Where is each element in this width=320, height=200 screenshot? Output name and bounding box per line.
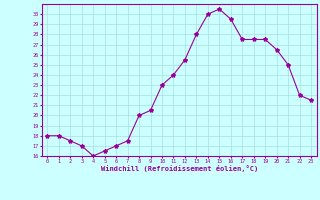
X-axis label: Windchill (Refroidissement éolien,°C): Windchill (Refroidissement éolien,°C): [100, 165, 258, 172]
